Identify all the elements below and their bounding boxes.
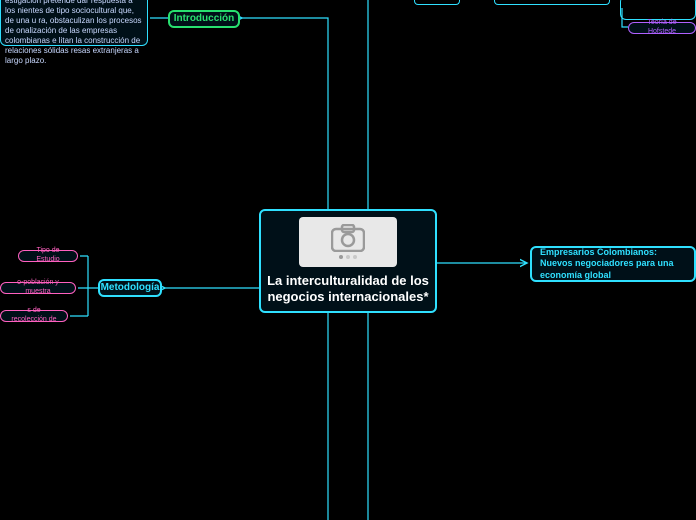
hofstede-node[interactable]: Teoría de Hofstede: [628, 22, 696, 34]
hofstede-label: Teoría de Hofstede: [637, 19, 687, 37]
intro-description-text: estigación pretende dar respuesta a los …: [5, 0, 142, 65]
center-topic-node[interactable]: La interculturalidad de los negocios int…: [259, 209, 437, 313]
center-placeholder-image: [299, 217, 397, 267]
metodologia-node[interactable]: Metodología: [98, 279, 162, 297]
universo-node[interactable]: o-población y muestra: [0, 282, 76, 294]
introduccion-label: Introducción: [174, 13, 235, 26]
top-stub-2: [494, 0, 610, 5]
tipo-estudio-node[interactable]: Tipo de Estudio: [18, 250, 78, 262]
recoleccion-label: s de recolección de: [9, 307, 59, 325]
metodologia-label: Metodología: [101, 282, 160, 295]
universo-label: o-población y muestra: [9, 279, 67, 297]
empresarios-node[interactable]: Empresarios Colombianos: Nuevos negociad…: [530, 246, 696, 282]
center-topic-title: La interculturalidad de los negocios int…: [267, 273, 429, 306]
empresarios-label: Empresarios Colombianos: Nuevos negociad…: [540, 247, 686, 281]
recoleccion-node[interactable]: s de recolección de: [0, 310, 68, 322]
top-stub-1: [414, 0, 460, 5]
introduccion-node[interactable]: Introducción: [168, 10, 240, 28]
hofstede-parent-stub: [620, 0, 696, 20]
tipo-estudio-label: Tipo de Estudio: [27, 247, 69, 265]
intro-description-box: estigación pretende dar respuesta a los …: [0, 0, 148, 46]
